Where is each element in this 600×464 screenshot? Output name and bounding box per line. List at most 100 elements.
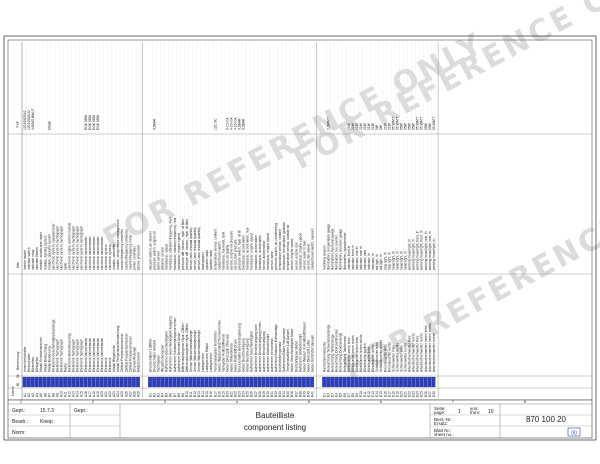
- component-ref: A24: [116, 391, 120, 397]
- component-type: 21W: [371, 122, 375, 130]
- german-designation: Geber Wasser im Kraftstoff Diesel: [302, 322, 306, 372]
- revision-box: [567, 427, 581, 437]
- german-designation: Beleuchtung Druckanzeige: [339, 332, 343, 372]
- german-designation: Lautsprecher: [209, 352, 213, 372]
- component-ref: B39: [302, 391, 306, 397]
- english-title: counter/frequency meter: [128, 233, 132, 270]
- sheet-reference-box: [46, 376, 51, 388]
- table-row: B17 Temperaturgeber Kühlmittel temperature…: [212, 42, 217, 398]
- component-ref: B36: [290, 391, 294, 397]
- table-row: B37 Drehzahlgeber Motor sensor, engine rpm: [293, 42, 298, 398]
- german-designation: Elektronik Tachograph: [59, 339, 63, 372]
- german-designation: Geber Geschwindigkeit Motor: [290, 328, 294, 372]
- sheet-title-german: Bauteilliste: [256, 411, 295, 420]
- sheet-reference-box: [51, 376, 55, 388]
- component-type: 55W: [404, 122, 408, 130]
- component-ref: A12: [68, 391, 72, 397]
- table-row: B24 Geber Beschleunigung transducer, accel…: [241, 42, 246, 398]
- sheet-no-label: sheet no.:: [434, 432, 454, 437]
- english-title: transducer, vibration frequency, front: [169, 217, 173, 270]
- german-designation: Arbeitsscheinwerfer links: [416, 335, 420, 372]
- german-designation: Geber Motoröldruck: [229, 343, 233, 372]
- table-row: B40 Geber Drehzahl Lüfter sensor, fan spee…: [306, 42, 310, 398]
- table-row: A29 Bildprozessor picture processor: [136, 42, 140, 398]
- german-designation: Geber Wasserstand/Trennvorrichter: [217, 319, 221, 372]
- german-designation: Drehzahlgeber Motor: [294, 340, 298, 372]
- component-ref: B6: [169, 393, 173, 397]
- page-count: 10: [488, 409, 494, 415]
- page-number: 1: [458, 409, 461, 415]
- table-row: B33 Kühlmitteltemperatur temperature senso…: [277, 42, 282, 398]
- german-designation: Elektronik: [104, 357, 108, 372]
- component-ref: E22: [408, 391, 412, 397]
- english-title: head light, lh: [391, 251, 395, 270]
- component-ref: B3: [157, 393, 161, 397]
- table-row: A26 Zählrat Frequenzumsetzer counter/frequ…: [123, 42, 128, 398]
- german-designation: Aufnehmer Geschwindigkeit: [165, 331, 169, 372]
- component-ref: B22: [234, 391, 238, 397]
- component-type: 0,5BAR: [153, 118, 157, 130]
- german-designation: Elektronik Tachograph: [80, 339, 84, 372]
- german-designation: Modul Wegstrecke: [112, 345, 116, 372]
- table-row: E5 Beleuchtung Druckanzeige illumination, …: [338, 42, 343, 398]
- table-row: A2 Blinkschalter indicator switch 120100MC4…: [26, 42, 31, 398]
- table-row: A16 Elektronik Varioretarder electronic va…: [83, 42, 88, 398]
- component-type: 4-20 mA: [234, 117, 238, 130]
- table-row: B1 Druckschalter/ Lüftfilter vacuum switch…: [148, 42, 152, 398]
- english-title: pressure switch, hydr. oil flt: [238, 230, 242, 270]
- table-row: E9 Blinkleuchte hinten links indicator, re…: [354, 42, 359, 398]
- german-designation: Elektronik Varioretarder: [100, 337, 104, 372]
- component-type: 21W: [387, 122, 391, 130]
- english-title: transducer, engine speed: [298, 233, 302, 270]
- table-row: E23 Arbeitsscheinwerfer rechts working hea…: [411, 42, 416, 398]
- german-designation: Modul Scheibenwischer: [39, 336, 43, 372]
- english-title: working head light, lh: [408, 239, 412, 270]
- table-row: A20 Elektronik Varioretarder electronic va…: [99, 42, 104, 398]
- german-designation: Geber Beschleunigung: [246, 338, 250, 372]
- component-ref: B37: [294, 391, 298, 397]
- component-type: 5W: [375, 124, 379, 130]
- german-designation: Beleuchtung Temperaturanzeige: [327, 324, 331, 372]
- sheet-reference-box: [204, 376, 209, 388]
- sheet-reference-box: [285, 376, 290, 388]
- table-row: B34 Aufnehmer/Geber Temperatur transducer,…: [281, 42, 286, 398]
- sheet-reference-box: [87, 376, 92, 388]
- sheet-reference-box: [59, 376, 63, 388]
- table-row: E22 Arbeitsscheinwerfer links working head…: [407, 42, 412, 398]
- component-ref: B30: [266, 391, 270, 397]
- table-row: B15 Lautsprecher Radio speaker radio: [204, 42, 209, 398]
- english-title: illumination, fuel level gauge: [331, 228, 335, 270]
- german-designation: Blinkleuchte hinten links: [355, 336, 359, 372]
- table-row: E20 Scheinwerfer links head light, lh 55W: [399, 42, 403, 398]
- sheet-reference-box: [415, 376, 420, 388]
- sheet-reference-box: [370, 376, 375, 388]
- watermark-text: FOR REFERENCE ONLY: [287, 0, 600, 177]
- table-row: A24 Modul Temperaturüberwachung module, te…: [115, 42, 120, 398]
- table-row: E11 Blinkleuchte seitlich indicator, side 2…: [362, 42, 367, 398]
- english-title: electronic system: [104, 244, 108, 270]
- english-title: illumination, temperature gauge: [327, 224, 331, 270]
- component-ref: A27: [128, 391, 132, 397]
- sheet-reference-box: [188, 376, 193, 388]
- table-row: B36 Geber Geschwindigkeit Motor sensor, en…: [289, 42, 294, 398]
- english-title: transducer, engine speed: [266, 233, 270, 270]
- bearb-label: Bearb.:: [12, 419, 28, 425]
- table-row: E1 Rundumkennleuchte revolving beacon: [322, 42, 327, 398]
- component-ref: E13: [371, 391, 375, 397]
- grid-column-number: 4: [236, 400, 238, 404]
- grid-column-number: 3: [164, 400, 166, 404]
- sheet-reference-box: [411, 376, 416, 388]
- german-designation: Sensor Wasserstandanzeige: [193, 330, 197, 372]
- sheet-reference-box: [164, 376, 169, 388]
- german-designation: Aufnehmer Beschleunigung hinten: [258, 321, 262, 372]
- component-ref: A26: [124, 391, 128, 397]
- english-title: illumination, speedometer: [343, 232, 347, 270]
- english-title: sensor, tank residual quantity: [189, 227, 193, 270]
- german-designation: Elektronik Tachograph: [72, 339, 76, 372]
- german-designation: Aufnehmer Beschleunigung: [262, 331, 266, 372]
- german-designation: Tankgeber Kraftstoffvorrat: [221, 334, 225, 372]
- sheet-reference-box: [374, 376, 379, 388]
- german-designation: Elektronik Varioretarder: [88, 337, 92, 372]
- german-designation: Arbeitsscheinwerfer hinten rechts: [428, 323, 432, 372]
- component-ref: B13: [197, 391, 201, 397]
